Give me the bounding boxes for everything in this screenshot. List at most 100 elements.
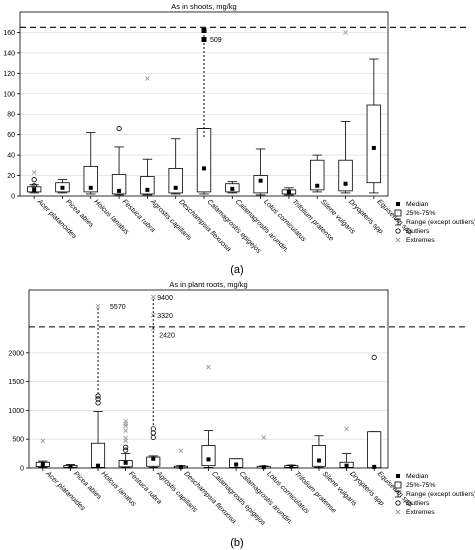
- legend-extreme-label: Extremes: [406, 237, 435, 244]
- median-marker: [88, 185, 93, 190]
- outlier-marker: [31, 183, 37, 189]
- extreme-marker: [343, 30, 348, 35]
- y-tick-label: 2000: [8, 350, 24, 357]
- extreme-marker: [40, 438, 46, 444]
- y-tick-label: 120: [3, 71, 15, 78]
- annotation-label: 9400: [157, 295, 173, 302]
- y-tick-label: 140: [3, 50, 15, 57]
- legend-range-swatch: [395, 490, 401, 498]
- annotation-label: 2420: [159, 333, 175, 340]
- median-marker: [32, 187, 37, 192]
- extreme-marker: [31, 170, 37, 175]
- legend: Median 25%-75% Range (except outliers) Outl…: [394, 201, 475, 244]
- box-12: [367, 354, 382, 469]
- iqr-box: [196, 128, 212, 193]
- median-marker: [96, 463, 101, 468]
- median-marker: [40, 462, 45, 467]
- chart-title: As in shoots, mg/kg: [171, 2, 236, 11]
- median-marker: [145, 187, 150, 192]
- y-tick-label: 100: [3, 91, 15, 98]
- outlier-marker: [95, 393, 101, 399]
- box-2: [91, 303, 106, 469]
- legend-median-label: Median: [406, 473, 429, 480]
- iqr-box: [83, 165, 98, 193]
- y-tick-label: 40: [7, 153, 15, 160]
- box-0: [26, 170, 42, 194]
- legend-median-swatch: [396, 202, 400, 206]
- y-tick-label: 0: [11, 194, 15, 201]
- median-marker: [372, 464, 377, 469]
- extreme-marker: [123, 435, 128, 441]
- median-marker: [258, 178, 263, 183]
- y-tick-label: 80: [7, 112, 15, 119]
- iqr-box: [168, 167, 183, 194]
- box-9: [284, 464, 299, 469]
- legend-outlier-label: Outliers: [406, 228, 430, 235]
- box-6: [201, 364, 216, 468]
- extreme-marker: [344, 426, 349, 432]
- chart-panel-a: 0 20 40 60 80 100 120 140 160 As in shoots, mg/kg…: [3, 2, 475, 276]
- y-tick-label: 160: [3, 30, 15, 37]
- iqr-box: [111, 174, 127, 195]
- x-tick-label: Calamagrostis arundin.: [238, 470, 294, 526]
- legend-extreme-swatch: [395, 509, 401, 515]
- annotation-label: 509: [210, 37, 222, 44]
- median-marker: [60, 185, 65, 190]
- outlier-marker: [116, 125, 122, 132]
- median-marker: [371, 145, 376, 150]
- median-marker: [202, 166, 206, 171]
- median-marker: [68, 464, 73, 469]
- x-tick-label: Calamagrostis arundin.: [234, 198, 290, 254]
- median-marker: [289, 464, 294, 469]
- x-tick-label: Deschampsia flexuosa: [177, 198, 232, 253]
- extreme-marker: [145, 76, 150, 81]
- extreme-marker: [123, 419, 128, 424]
- median-marker: [117, 188, 122, 193]
- box-10: [310, 154, 325, 193]
- outlier-marker: [123, 447, 129, 453]
- median-marker: [316, 458, 321, 463]
- outlier-marker: [371, 354, 377, 361]
- box-3: [118, 419, 133, 468]
- iqr-box: [338, 159, 353, 192]
- iqr-box: [201, 445, 216, 467]
- outlier-marker: [31, 177, 37, 183]
- box-11: [339, 426, 354, 469]
- legend-range-swatch: [395, 218, 401, 226]
- box-10: [311, 435, 326, 468]
- extreme-marker-top: [201, 37, 207, 42]
- extreme-marker: [123, 428, 128, 433]
- legend-median-label: Median: [406, 201, 429, 208]
- median-marker: [343, 181, 348, 186]
- median-marker: [286, 189, 291, 194]
- extreme-marker-top: [201, 28, 207, 33]
- outlier-marker: [123, 444, 129, 450]
- box-9: [281, 187, 297, 196]
- box-4: [140, 76, 155, 196]
- extreme-marker: [261, 435, 267, 440]
- iqr-box: [310, 159, 325, 191]
- extreme-marker: [150, 294, 156, 300]
- legend-outlier-swatch: [395, 228, 401, 234]
- y-tick-label: 500: [12, 437, 24, 444]
- chart-panel-b: 0 500 1000 1500 2000 As in plant roots, mg/kg…: [8, 280, 475, 549]
- legend-outlier-label: Outliers: [406, 500, 430, 507]
- box-7: [229, 458, 244, 469]
- y-tick-label: 1000: [8, 408, 24, 415]
- box-7: [225, 181, 240, 194]
- iqr-box: [367, 431, 382, 469]
- y-tick-label: 0: [20, 466, 24, 473]
- legend-outlier-swatch: [395, 500, 401, 506]
- extreme-marker: [95, 303, 101, 309]
- iqr-box: [140, 176, 155, 195]
- median-marker: [173, 185, 178, 190]
- panel-caption: (a): [230, 264, 243, 276]
- legend-median-swatch: [396, 474, 400, 478]
- box-2: [83, 132, 98, 195]
- box-5: [168, 138, 183, 195]
- box-11: [338, 30, 353, 194]
- median-marker: [230, 186, 235, 191]
- median-marker: [123, 460, 128, 465]
- y-tick-label: 60: [7, 132, 15, 139]
